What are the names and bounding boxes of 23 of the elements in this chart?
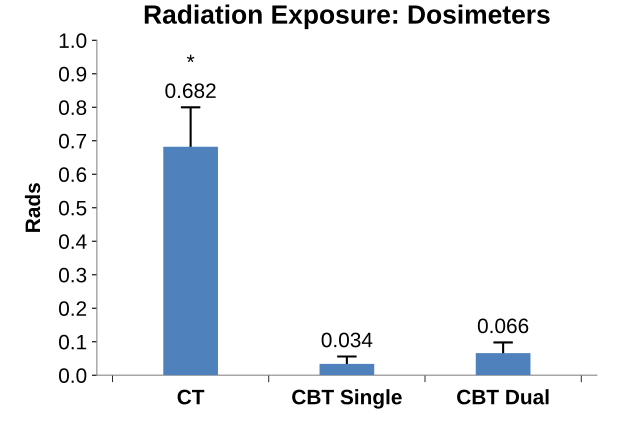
y-tick-label: 0.2 <box>59 301 86 316</box>
y-tick-label: 0.7 <box>59 134 86 149</box>
annotation: * <box>186 54 194 62</box>
data-label: 0.034 <box>322 332 372 348</box>
x-tick-label: CT <box>178 390 204 404</box>
bar <box>476 353 530 376</box>
y-tick-label: 0.9 <box>59 66 86 82</box>
y-tick-label: 0.4 <box>59 234 87 250</box>
bar <box>163 146 218 376</box>
x-tick-label: CBT Single <box>292 389 402 409</box>
y-tick-label: 1.0 <box>60 33 86 48</box>
data-label: 0.682 <box>165 83 216 98</box>
y-tick-label: 0.0 <box>59 368 86 383</box>
y-axis-title: Rads <box>24 183 40 232</box>
y-tick-label: 0.6 <box>59 167 86 182</box>
y-tick-label: 0.1 <box>59 334 86 350</box>
bar <box>320 364 374 376</box>
data-label: 0.066 <box>478 318 528 334</box>
x-tick-label: CBT Dual <box>457 389 549 404</box>
chart-title: Radiation Exposure: Dosimeters <box>144 4 550 30</box>
y-tick-label: 0.3 <box>59 268 86 283</box>
y-tick-label: 0.5 <box>59 200 86 216</box>
y-tick-label: 0.8 <box>59 100 86 116</box>
